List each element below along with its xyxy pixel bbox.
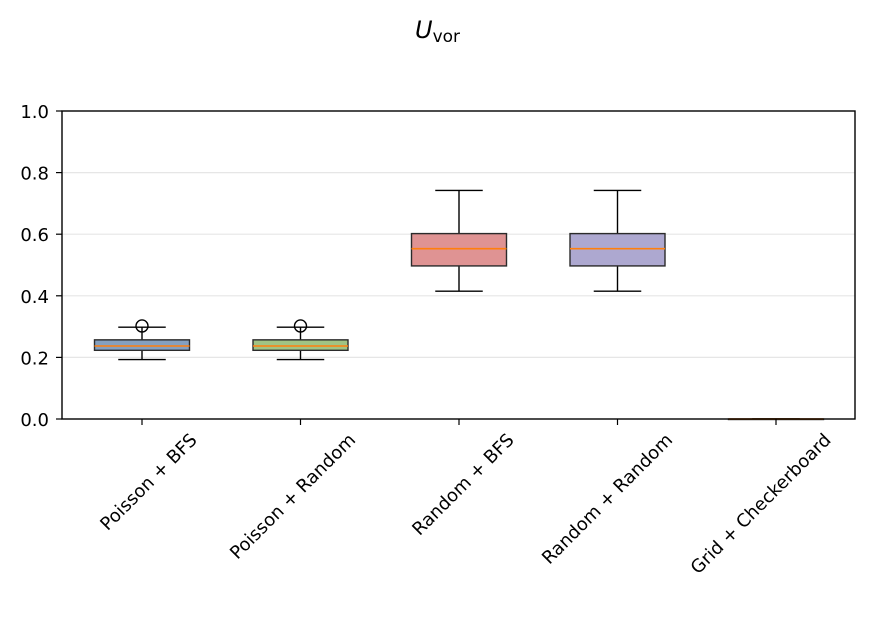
box <box>410 232 508 267</box>
box-group <box>93 319 191 361</box>
plot-frame <box>61 110 856 420</box>
x-tick-label: Random + Random <box>538 430 677 569</box>
chart-title-sub: vor <box>433 27 460 47</box>
box <box>252 339 349 352</box>
y-tick-label: 1.0 <box>20 102 49 123</box>
box-group <box>410 189 508 292</box>
y-tick-label: 0.4 <box>20 287 49 308</box>
chart-title: Uvor <box>415 16 460 47</box>
box <box>569 232 666 267</box>
box-group <box>569 189 666 292</box>
x-tick-label: Poisson + BFS <box>96 430 201 535</box>
x-tick-label: Poisson + Random <box>226 430 360 564</box>
x-tick-label: Grid + Checkerboard <box>687 430 836 579</box>
outlier-point <box>135 319 149 333</box>
chart-title-main: U <box>415 16 433 44</box>
boxes <box>93 189 825 421</box>
x-tick-label: Random + BFS <box>408 430 518 540</box>
y-tick-label: 0.8 <box>20 164 49 185</box>
box <box>93 339 191 352</box>
box-group <box>252 319 349 361</box>
y-tick-label: 0.6 <box>20 225 49 246</box>
y-tick-label: 0.0 <box>20 410 49 431</box>
outlier-point <box>293 319 308 333</box>
y-tick-label: 0.2 <box>20 348 49 369</box>
